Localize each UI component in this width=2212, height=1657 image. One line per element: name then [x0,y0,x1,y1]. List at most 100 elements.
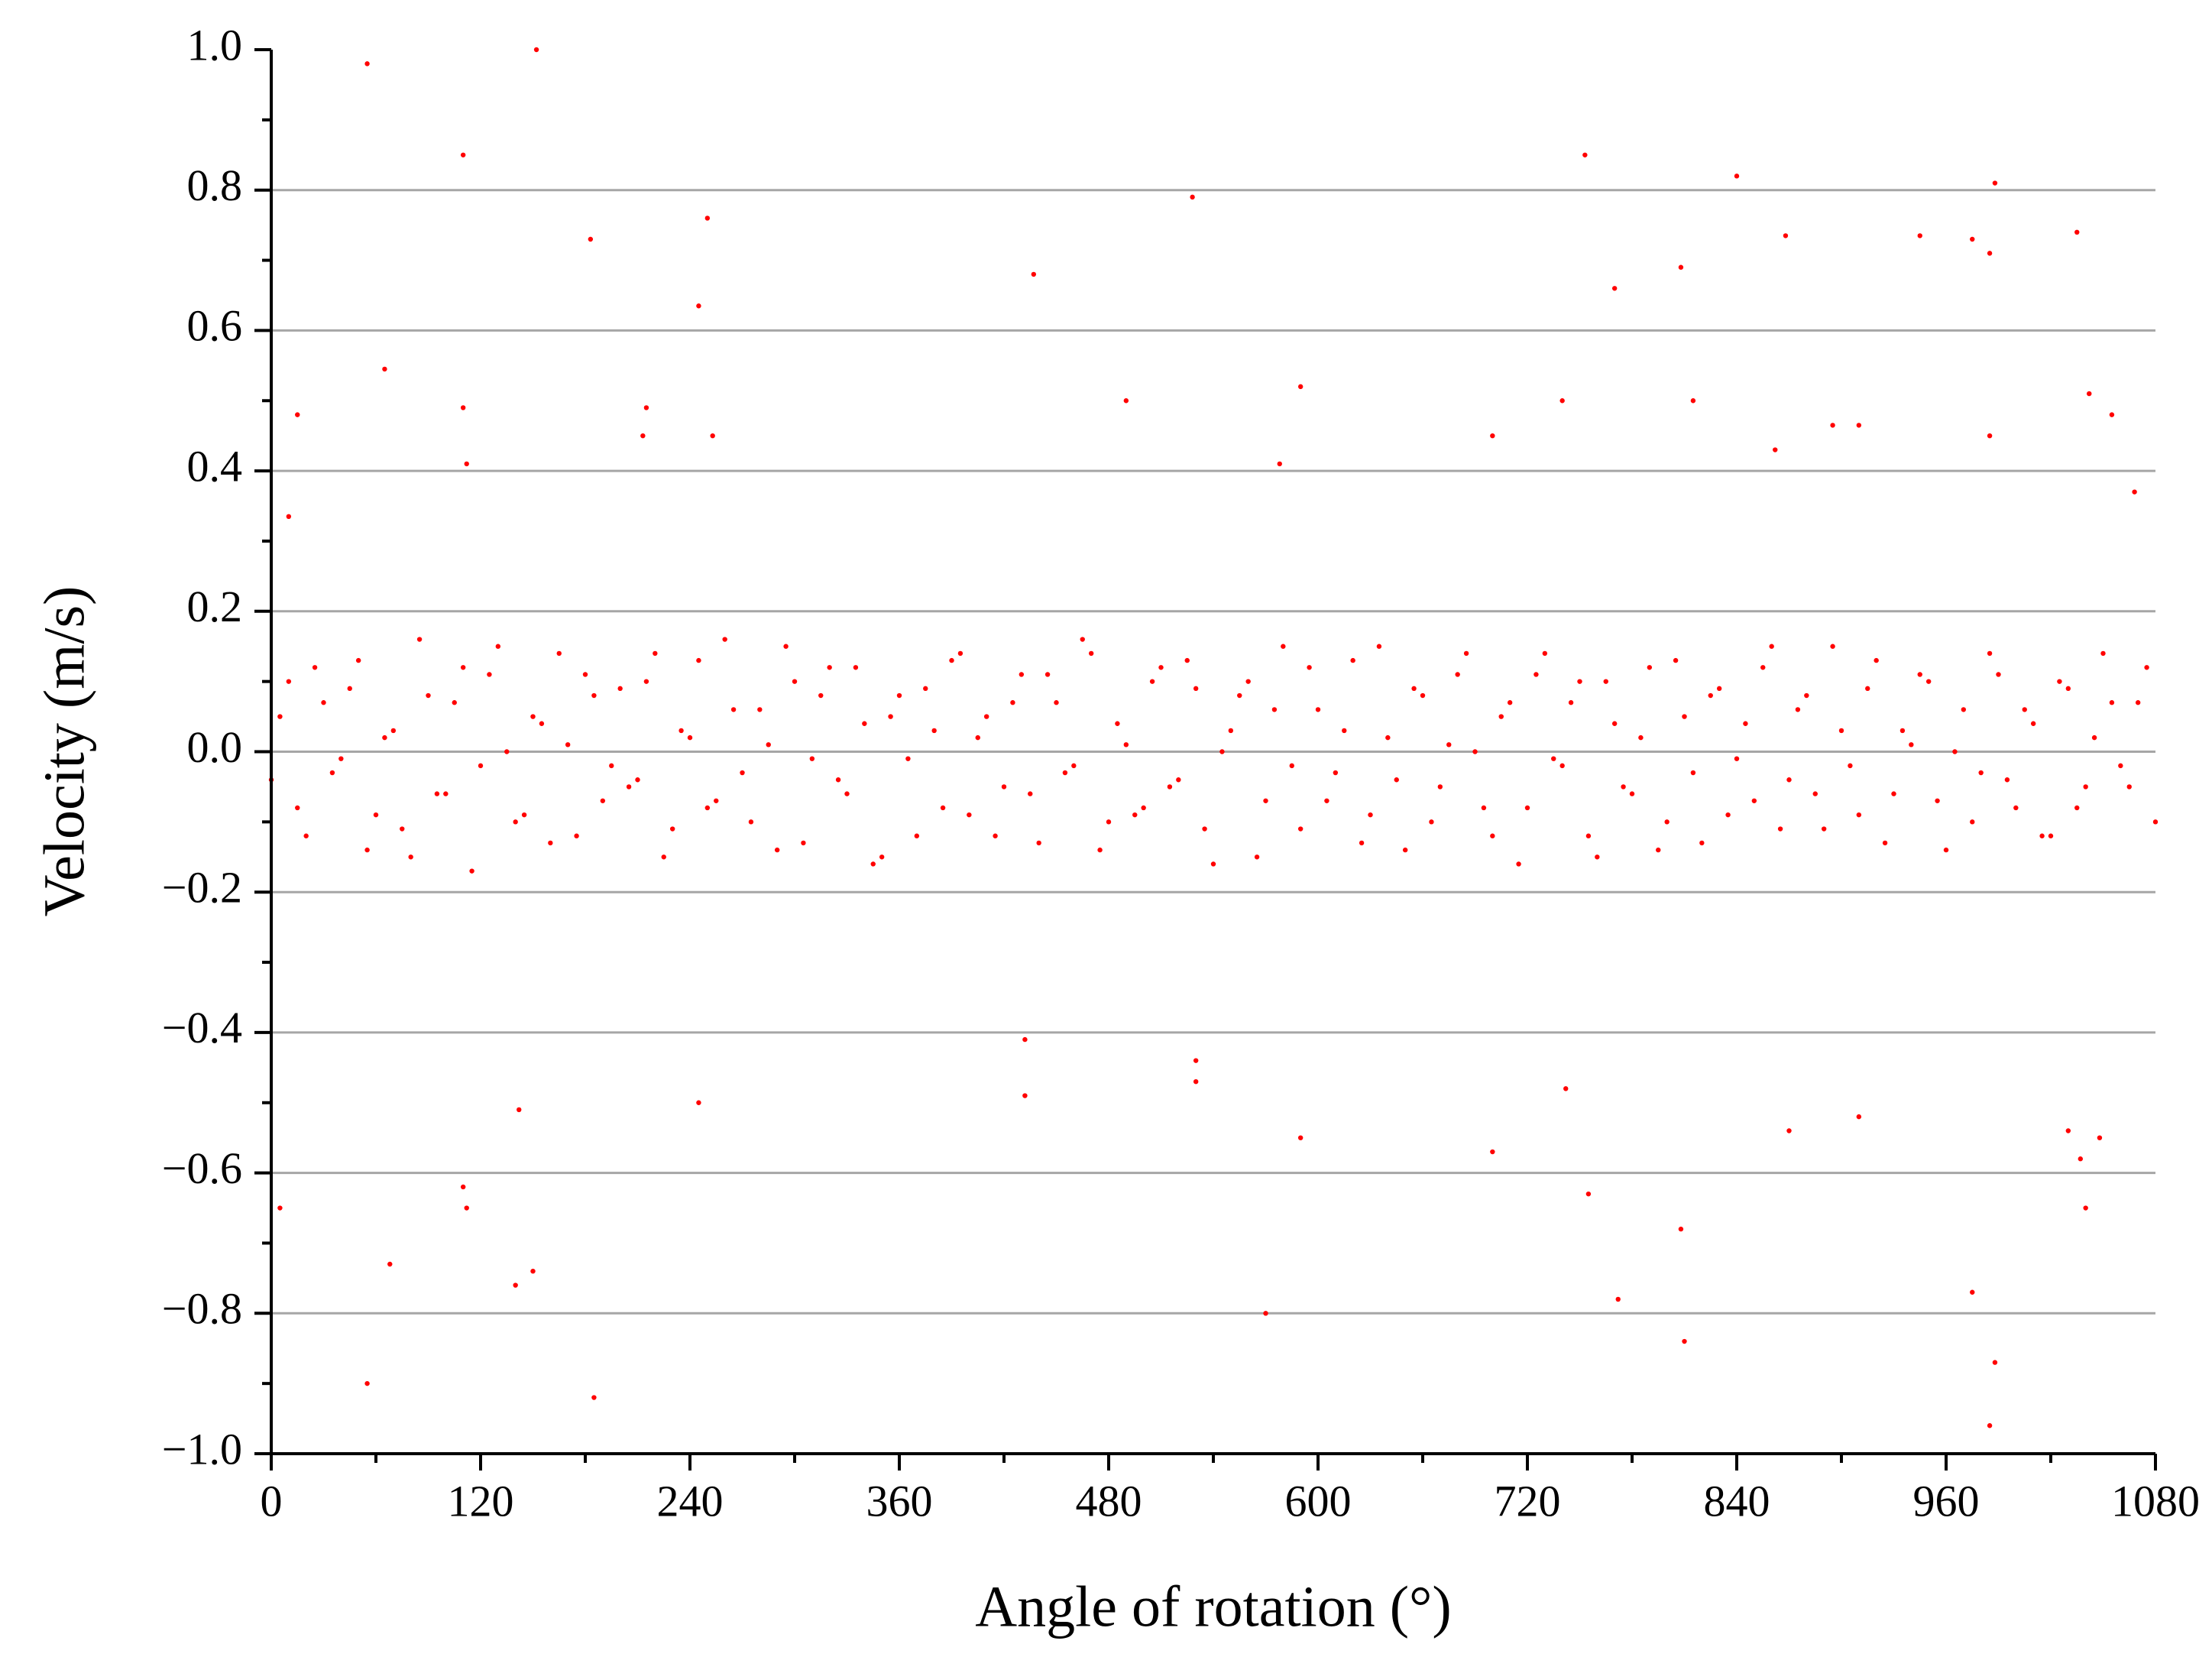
point [2074,229,2080,235]
point [1210,861,1216,867]
point [1167,784,1173,790]
point [1297,384,1304,390]
point [1385,734,1391,741]
point [530,1268,536,1274]
point [617,686,623,692]
point [1773,447,1778,452]
point [1420,692,1426,699]
point [1490,833,1495,838]
y-tick-label: −0.4 [162,1003,242,1052]
point [1751,798,1757,803]
point [1472,749,1478,754]
point [1786,1128,1792,1133]
point [591,1395,597,1400]
point [2091,734,2097,741]
point [1158,665,1164,670]
point [1629,791,1635,796]
point [2030,721,2036,726]
x-axis-title: Angle of rotation (°) [975,1574,1451,1639]
point [2083,1205,2088,1211]
point [1019,672,1025,677]
point [975,734,980,741]
point [696,1100,701,1105]
point [2144,665,2149,670]
point [312,665,318,670]
point [1411,686,1417,692]
point [1193,1078,1199,1085]
point [1324,798,1329,803]
point [495,644,501,649]
point [329,770,335,776]
point [1054,700,1059,705]
point [1943,847,1949,853]
point [1769,644,1774,649]
x-tick-label: 240 [657,1476,724,1526]
point [565,742,571,747]
point [277,1205,283,1211]
point [1062,770,1068,776]
x-tick-label: 1080 [2111,1476,2200,1526]
point [1856,1114,1862,1120]
point [1028,791,1033,796]
point [533,47,539,53]
point [460,152,466,157]
point [1402,847,1408,853]
point [1559,398,1565,404]
point [993,833,998,838]
point [1463,650,1469,657]
point [1656,847,1661,853]
point [1481,805,1487,811]
point [1281,644,1286,649]
point [862,721,867,726]
point [2097,1135,2103,1140]
point [914,833,920,838]
point [1582,152,1588,157]
point [478,763,484,769]
point [364,847,370,853]
point [1071,763,1077,769]
point [1490,433,1495,439]
point [1611,721,1618,726]
axes: −1.0 −0.8 −0.6 −0.4 −0.2 0.0 0.2 0.4 0.6 0.8 1.0 0 1… [162,20,2200,1526]
point [923,686,928,692]
point [1734,173,1740,179]
point [1743,721,1748,726]
point [1865,686,1870,692]
point [940,805,946,811]
point [1917,672,1922,677]
point [1088,650,1094,657]
point [1783,233,1789,238]
point [1315,707,1321,712]
point [1925,679,1932,684]
point [809,756,815,761]
x-tick-label: 480 [1076,1476,1142,1526]
y-tick-label: −1.0 [162,1424,242,1474]
point [338,756,344,761]
point [2109,412,2115,417]
point [1446,742,1452,747]
point [748,819,754,825]
point [710,433,715,439]
point [408,854,413,860]
point [1996,672,2001,677]
point [1350,657,1355,663]
y-tick-label: 0.0 [187,722,243,772]
point [1987,251,1993,256]
point [513,1282,518,1288]
point [1097,847,1103,853]
y-tick-label: −0.2 [162,863,242,913]
point [696,657,701,663]
point [591,692,597,699]
point [1760,665,1766,670]
point [1022,1093,1028,1098]
point [1132,812,1138,818]
point [1507,700,1513,705]
point [2078,1156,2084,1162]
x-tick-label: 600 [1285,1476,1352,1526]
point [1202,826,1207,832]
point [687,734,693,741]
point [1044,672,1051,677]
point [1638,734,1644,741]
point [460,405,466,410]
point [1734,756,1740,761]
